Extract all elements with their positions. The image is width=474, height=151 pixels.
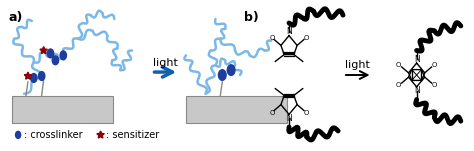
Text: O: O [269,109,275,116]
Text: N: N [286,27,292,36]
Text: a): a) [8,11,23,24]
Text: O: O [303,109,309,116]
Text: N: N [414,86,419,95]
Text: O: O [303,35,309,40]
Text: : crosslinker: : crosslinker [24,130,82,140]
Text: N: N [286,114,292,123]
Text: : sensitizer: : sensitizer [107,130,160,140]
Text: O: O [269,35,275,40]
Text: N: N [414,55,419,64]
Text: O: O [432,62,437,68]
Text: light: light [345,60,370,70]
Ellipse shape [60,51,66,60]
Ellipse shape [219,70,226,80]
Ellipse shape [227,65,235,75]
Ellipse shape [16,131,21,138]
Ellipse shape [52,56,59,65]
Polygon shape [40,47,47,54]
Text: O: O [432,82,437,88]
Text: light: light [153,58,178,68]
Text: O: O [396,82,401,88]
FancyBboxPatch shape [186,96,287,123]
Ellipse shape [47,49,54,58]
Text: O: O [396,62,401,68]
Polygon shape [24,72,32,79]
Ellipse shape [31,74,37,82]
Polygon shape [97,131,104,138]
Text: b): b) [244,11,259,24]
Ellipse shape [38,72,45,80]
FancyBboxPatch shape [12,96,113,123]
